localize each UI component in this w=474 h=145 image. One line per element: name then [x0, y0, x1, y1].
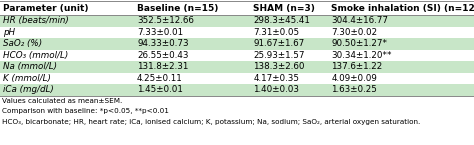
Text: 7.33±0.01: 7.33±0.01 — [137, 28, 183, 37]
Bar — [0, 27, 474, 38]
Text: 4.09±0.09: 4.09±0.09 — [331, 74, 377, 83]
Text: Values calculated as mean±SEM.: Values calculated as mean±SEM. — [2, 98, 122, 104]
Bar — [0, 84, 474, 96]
Text: 7.30±0.02: 7.30±0.02 — [331, 28, 378, 37]
Bar — [0, 1, 474, 15]
Text: 7.31±0.05: 7.31±0.05 — [253, 28, 300, 37]
Text: 4.25±0.11: 4.25±0.11 — [137, 74, 183, 83]
Text: 131.8±2.31: 131.8±2.31 — [137, 62, 189, 71]
Text: 138.3±2.60: 138.3±2.60 — [253, 62, 305, 71]
Bar — [0, 38, 474, 49]
Text: SHAM (n=3): SHAM (n=3) — [253, 3, 315, 12]
Text: 304.4±16.77: 304.4±16.77 — [331, 16, 388, 25]
Text: 4.17±0.35: 4.17±0.35 — [253, 74, 299, 83]
Text: HR (beats/min): HR (beats/min) — [3, 16, 69, 25]
Text: 30.34±1.20**: 30.34±1.20** — [331, 51, 392, 60]
Text: 94.33±0.73: 94.33±0.73 — [137, 39, 189, 48]
Text: 91.67±1.67: 91.67±1.67 — [253, 39, 304, 48]
Text: 26.55±0.43: 26.55±0.43 — [137, 51, 189, 60]
Text: K (mmol/L): K (mmol/L) — [3, 74, 51, 83]
Text: SaO₂ (%): SaO₂ (%) — [3, 39, 42, 48]
Text: 90.50±1.27*: 90.50±1.27* — [331, 39, 387, 48]
Text: 1.63±0.25: 1.63±0.25 — [331, 85, 377, 94]
Text: 1.40±0.03: 1.40±0.03 — [253, 85, 299, 94]
Text: 1.45±0.01: 1.45±0.01 — [137, 85, 183, 94]
Text: 137.6±1.22: 137.6±1.22 — [331, 62, 383, 71]
Bar — [0, 15, 474, 27]
Text: Parameter (unit): Parameter (unit) — [3, 3, 89, 12]
Text: Baseline (n=15): Baseline (n=15) — [137, 3, 219, 12]
Text: Smoke inhalation (SI) (n=12): Smoke inhalation (SI) (n=12) — [331, 3, 474, 12]
Text: HCO₃, bicarbonate; HR, heart rate; iCa, ionised calcium; K, potassium; Na, sodiu: HCO₃, bicarbonate; HR, heart rate; iCa, … — [2, 119, 420, 125]
Text: 298.3±45.41: 298.3±45.41 — [253, 16, 310, 25]
Text: Na (mmol/L): Na (mmol/L) — [3, 62, 57, 71]
Text: iCa (mg/dL): iCa (mg/dL) — [3, 85, 54, 94]
Text: 352.5±12.66: 352.5±12.66 — [137, 16, 194, 25]
Bar — [0, 72, 474, 84]
Text: Comparison with baseline: *p<0.05, **p<0.01: Comparison with baseline: *p<0.05, **p<0… — [2, 108, 169, 115]
Text: pH: pH — [3, 28, 15, 37]
Bar — [0, 49, 474, 61]
Text: HCO₃ (mmol/L): HCO₃ (mmol/L) — [3, 51, 68, 60]
Bar — [0, 61, 474, 72]
Text: 25.93±1.57: 25.93±1.57 — [253, 51, 305, 60]
